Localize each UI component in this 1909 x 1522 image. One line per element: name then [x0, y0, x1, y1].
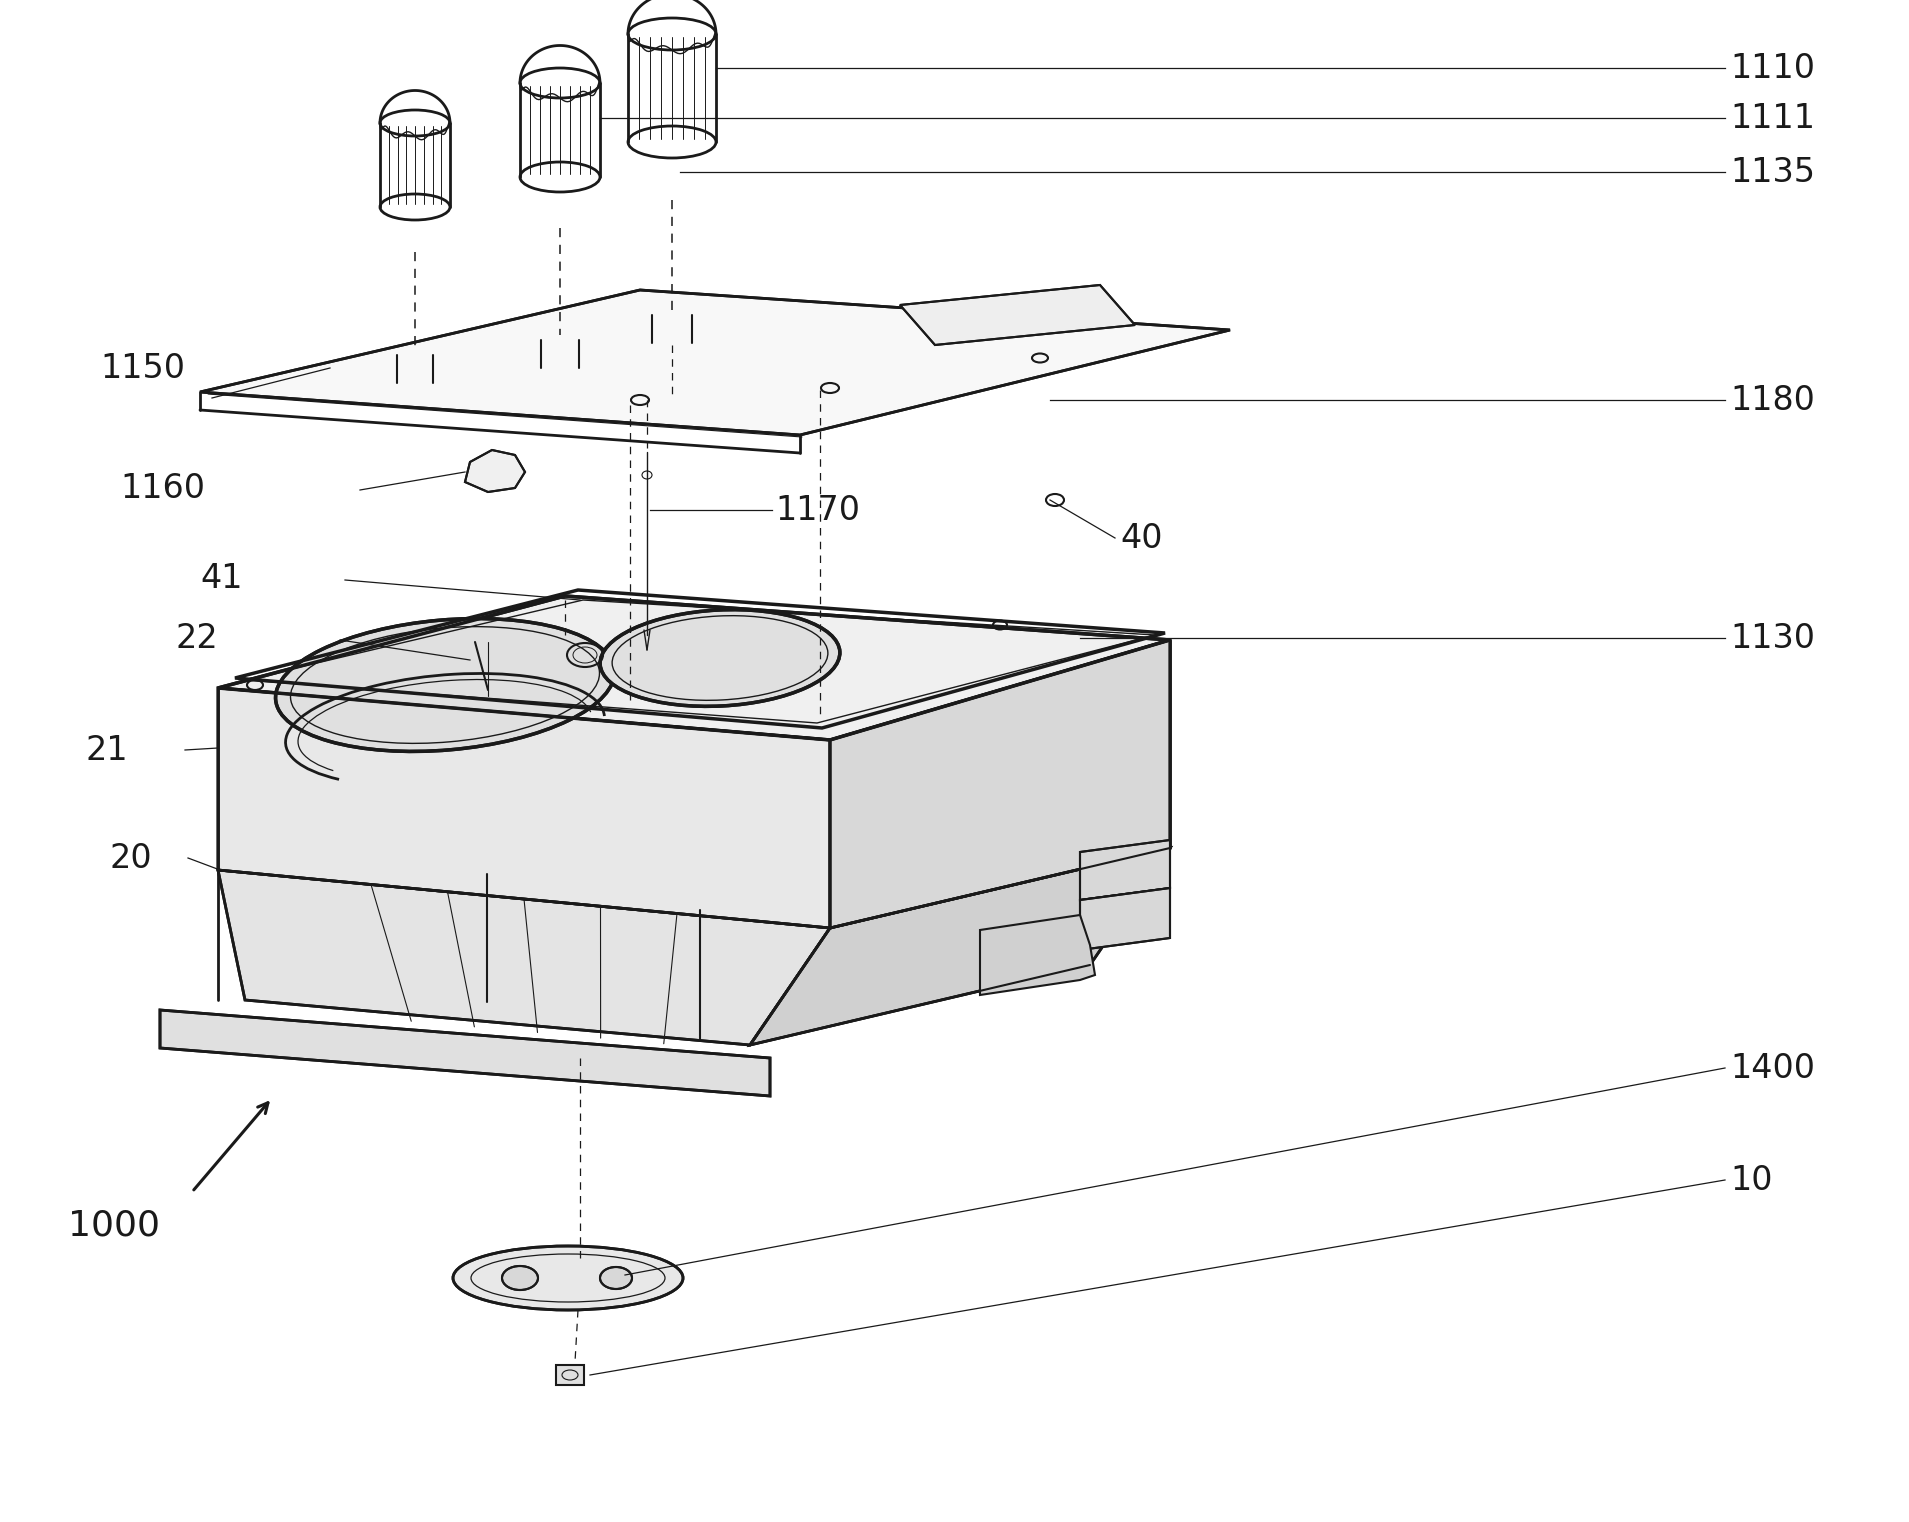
Ellipse shape [599, 610, 840, 706]
Text: 1130: 1130 [1730, 621, 1815, 654]
Text: 1150: 1150 [99, 352, 185, 385]
Polygon shape [200, 291, 1229, 435]
Text: 1135: 1135 [1730, 155, 1815, 189]
Text: 1000: 1000 [69, 1208, 160, 1242]
Ellipse shape [275, 618, 615, 752]
Text: 1170: 1170 [775, 493, 859, 527]
Bar [556, 1365, 584, 1385]
Text: 40: 40 [1121, 522, 1163, 554]
Ellipse shape [599, 1266, 632, 1289]
Text: 1160: 1160 [120, 472, 204, 504]
Text: 1111: 1111 [1730, 102, 1815, 134]
Ellipse shape [502, 1266, 538, 1291]
Polygon shape [899, 285, 1136, 345]
Ellipse shape [452, 1247, 683, 1310]
Text: 41: 41 [200, 562, 242, 595]
Text: 22: 22 [176, 621, 218, 654]
Text: 20: 20 [111, 842, 153, 875]
Polygon shape [218, 688, 830, 928]
Polygon shape [1080, 887, 1170, 950]
Polygon shape [218, 871, 830, 1046]
Polygon shape [979, 915, 1096, 995]
Text: 1400: 1400 [1730, 1052, 1815, 1085]
Polygon shape [160, 1011, 769, 1096]
Polygon shape [1080, 840, 1170, 900]
Text: 10: 10 [1730, 1163, 1772, 1196]
Polygon shape [218, 597, 1170, 740]
Polygon shape [830, 639, 1170, 928]
Text: 1180: 1180 [1730, 384, 1815, 417]
Text: 1110: 1110 [1730, 52, 1815, 85]
Polygon shape [750, 848, 1170, 1046]
Text: 21: 21 [86, 734, 128, 767]
Polygon shape [466, 451, 525, 492]
